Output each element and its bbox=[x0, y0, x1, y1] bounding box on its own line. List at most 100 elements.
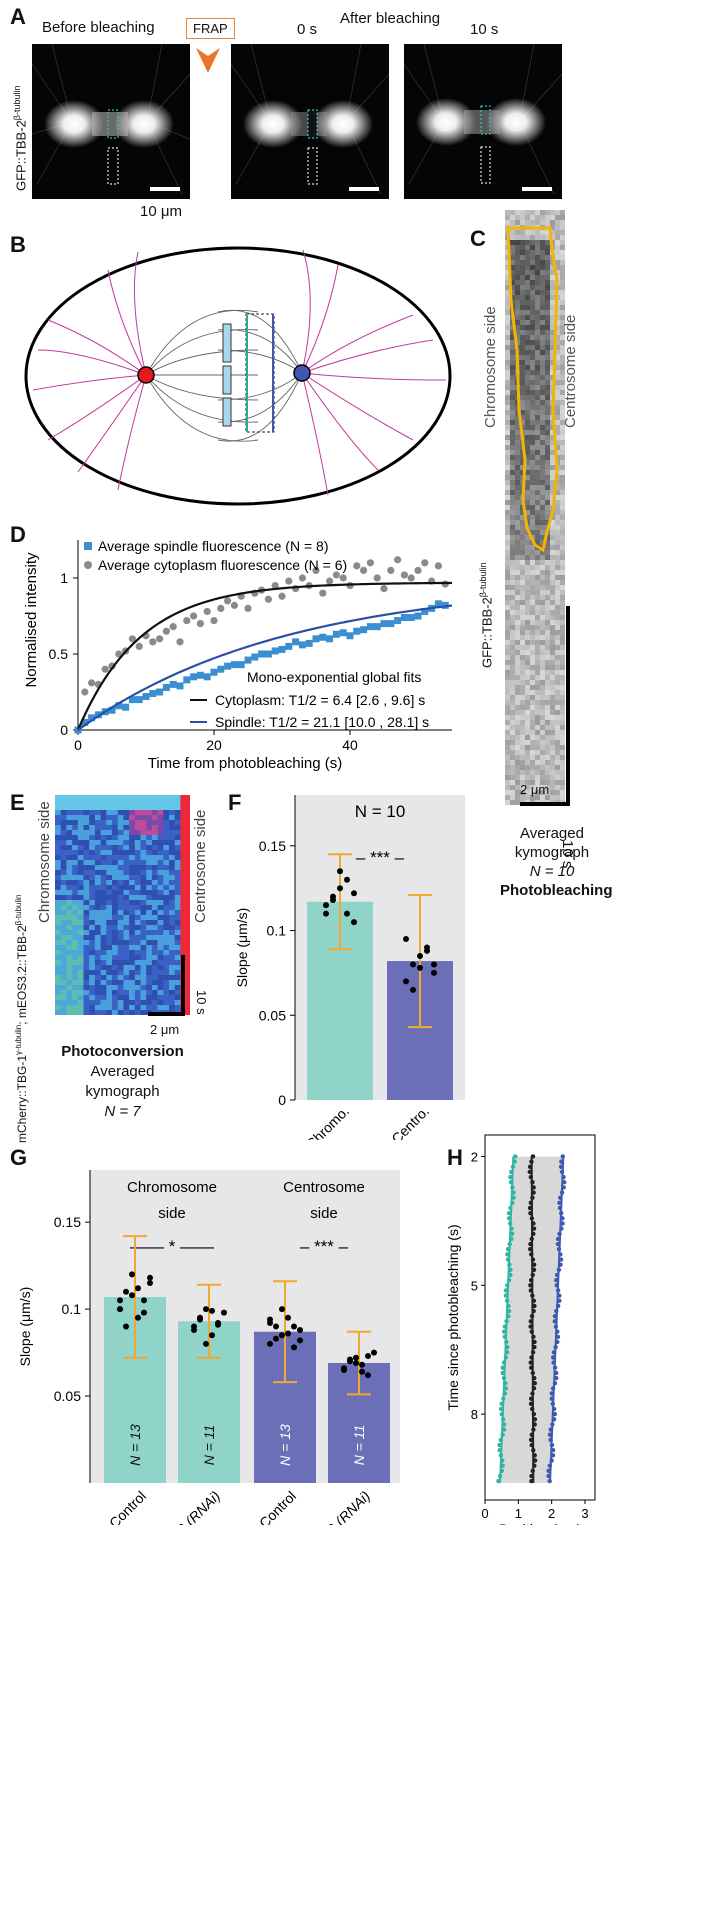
kymo-pixel bbox=[94, 880, 101, 885]
kymo-pixel bbox=[89, 965, 96, 970]
kymo-pixel bbox=[525, 535, 530, 540]
kymo-pixel bbox=[545, 500, 550, 505]
kymo-pixel bbox=[55, 940, 61, 945]
kymo-pixel bbox=[560, 735, 565, 740]
kymo-pixel bbox=[186, 905, 190, 910]
kymo-pixel bbox=[55, 945, 61, 950]
kymo-pixel bbox=[89, 1010, 96, 1015]
kymo-pixel bbox=[555, 520, 560, 525]
kymo-pixel bbox=[100, 885, 107, 890]
kymo-pixel bbox=[83, 995, 90, 1000]
kymo-pixel bbox=[525, 450, 530, 455]
kymo-pixel bbox=[530, 380, 535, 385]
kymo-pixel bbox=[540, 350, 545, 355]
kymo-pixel bbox=[169, 840, 175, 845]
kymo-pixel bbox=[77, 935, 84, 940]
kymo-pixel bbox=[505, 535, 510, 540]
kymo-pixel bbox=[169, 1000, 175, 1005]
data-point bbox=[203, 1306, 209, 1313]
kymo-pixel bbox=[140, 860, 147, 865]
kymo-pixel bbox=[540, 680, 545, 685]
kymo-pixel bbox=[525, 605, 530, 610]
data-point bbox=[344, 910, 350, 917]
kymo-e-centrosome-side: Centrosome side bbox=[192, 809, 209, 923]
cytoplasm-point bbox=[190, 612, 198, 620]
kymo-pixel bbox=[520, 530, 525, 535]
kymo-pixel bbox=[560, 760, 565, 765]
kymo-pixel bbox=[106, 815, 113, 820]
kymo-pixel bbox=[560, 320, 565, 325]
kymo-pixel bbox=[535, 260, 540, 265]
kymo-pixel bbox=[117, 1005, 124, 1010]
kymo-pixel bbox=[525, 265, 530, 270]
kymo-pixel bbox=[140, 835, 147, 840]
kymo-pixel bbox=[117, 885, 124, 890]
kymo-pixel bbox=[72, 945, 79, 950]
kymo-pixel bbox=[146, 810, 153, 815]
kymo-pixel bbox=[169, 830, 175, 835]
kymo-pixel bbox=[515, 320, 520, 325]
kymo-pixel bbox=[112, 975, 118, 980]
kymo-pixel bbox=[510, 495, 515, 500]
kymo-pixel bbox=[520, 555, 525, 560]
kymo-pixel bbox=[530, 640, 535, 645]
kymo-pixel bbox=[510, 420, 515, 425]
kymo-pixel bbox=[555, 435, 560, 440]
kymo-pixel bbox=[540, 430, 545, 435]
kymo-pixel bbox=[66, 880, 73, 885]
kymo-pixel bbox=[106, 970, 113, 975]
spindle-point bbox=[169, 680, 177, 688]
kymo-pixel bbox=[555, 400, 560, 405]
kymo-pixel bbox=[525, 585, 530, 590]
kymo-pixel bbox=[525, 780, 530, 785]
kymo-pixel bbox=[540, 415, 545, 420]
kymo-pixel bbox=[100, 935, 107, 940]
kymo-pixel bbox=[106, 915, 113, 920]
kymo-pixel bbox=[535, 750, 540, 755]
kymo-pixel bbox=[555, 660, 560, 665]
kymo-pixel bbox=[515, 275, 520, 280]
kymo-pixel bbox=[129, 980, 136, 985]
kymo-pixel bbox=[146, 865, 153, 870]
kymo-pixel bbox=[555, 245, 560, 250]
kymo-pixel bbox=[545, 405, 550, 410]
kymo-pixel bbox=[151, 935, 158, 940]
kymo-pixel bbox=[186, 800, 190, 805]
kymo-pixel bbox=[560, 450, 565, 455]
kymo-pixel bbox=[72, 905, 79, 910]
kymo-pixel bbox=[106, 830, 113, 835]
kymo-pixel bbox=[100, 910, 107, 915]
kymo-pixel bbox=[112, 965, 118, 970]
kymo-pixel bbox=[123, 825, 130, 830]
kymo-pixel bbox=[525, 385, 530, 390]
kymo-pixel bbox=[72, 830, 79, 835]
kymo-pixel bbox=[540, 395, 545, 400]
kymo-pixel bbox=[510, 565, 515, 570]
kymo-pixel bbox=[530, 240, 535, 245]
kymo-pixel bbox=[157, 945, 164, 950]
kymo-pixel bbox=[555, 570, 560, 575]
kymo-pixel bbox=[140, 935, 147, 940]
kymo-pixel bbox=[510, 475, 515, 480]
kymo-pixel bbox=[100, 855, 107, 860]
kymo-pixel bbox=[555, 490, 560, 495]
kymo-pixel bbox=[163, 935, 170, 940]
kymo-pixel bbox=[112, 1010, 118, 1015]
kymo-pixel bbox=[530, 495, 535, 500]
kymo-pixel bbox=[83, 925, 90, 930]
kymo-pixel bbox=[129, 940, 136, 945]
kymo-pixel bbox=[112, 880, 118, 885]
kymo-pixel bbox=[140, 910, 147, 915]
kymo-pixel bbox=[129, 815, 136, 820]
kymo-pixel bbox=[169, 845, 175, 850]
cytoplasm-point bbox=[101, 665, 109, 673]
kymo-pixel bbox=[94, 835, 101, 840]
kymo-pixel bbox=[89, 805, 96, 810]
micrograph-10s bbox=[404, 44, 562, 199]
kymo-pixel bbox=[530, 330, 535, 335]
kymo-pixel bbox=[77, 850, 84, 855]
kymo-pixel bbox=[66, 830, 73, 835]
kymo-pixel bbox=[112, 800, 118, 805]
kymo-pixel bbox=[123, 980, 130, 985]
kymo-pixel bbox=[169, 940, 175, 945]
